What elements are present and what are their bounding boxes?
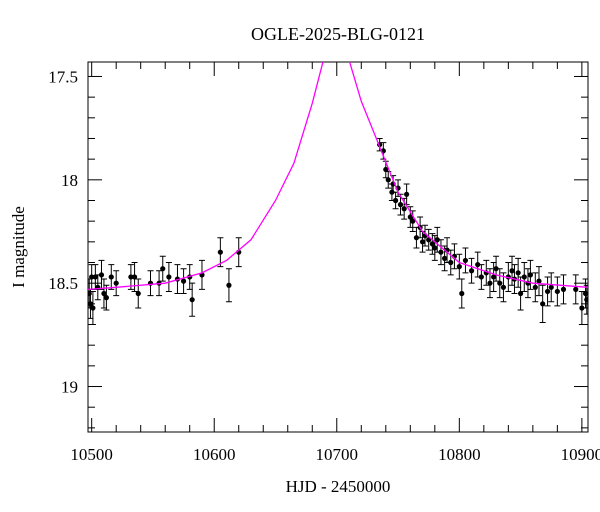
data-point: [419, 239, 426, 245]
y-tick-label: 18: [61, 171, 78, 190]
data-point: [515, 270, 521, 276]
data-point: [527, 272, 534, 278]
x-tick-label: 10600: [193, 445, 236, 464]
plot-frame: [87, 61, 589, 433]
data-point: [92, 274, 98, 280]
data-point: [385, 177, 391, 183]
data-point: [491, 274, 497, 280]
data-point: [517, 290, 524, 297]
data-point: [544, 288, 551, 295]
data-point: [160, 266, 166, 272]
data-point: [108, 274, 114, 280]
data-point: [226, 282, 232, 288]
data-point: [217, 249, 223, 255]
data-point: [397, 202, 404, 208]
data-point: [478, 274, 484, 280]
data-point: [487, 280, 493, 286]
chart-title: OGLE-2025-BLG-0121: [251, 24, 425, 44]
data-point: [128, 274, 134, 280]
data-point: [459, 290, 465, 297]
data-point: [392, 197, 399, 204]
y-tick-label: 17.5: [48, 67, 78, 86]
data-point: [383, 166, 389, 173]
data-point: [407, 214, 413, 220]
data-point: [462, 257, 469, 264]
x-tick-label: 10800: [438, 445, 481, 464]
data-point: [98, 272, 105, 278]
data-point: [582, 290, 588, 297]
model-curve: [88, 62, 588, 291]
data-point: [401, 206, 407, 212]
data-point: [438, 249, 444, 255]
data-point: [429, 241, 435, 247]
data-point: [113, 280, 119, 286]
data-point: [548, 284, 554, 290]
data-point: [497, 280, 503, 286]
data-point: [532, 284, 538, 290]
y-axis-label: I magnitude: [9, 206, 28, 288]
x-tick-label: 10700: [316, 445, 359, 464]
data-point: [536, 278, 542, 284]
data-point: [90, 305, 96, 311]
data-point: [432, 245, 438, 251]
data-point: [554, 288, 560, 295]
data-point: [410, 218, 416, 224]
data-point: [413, 235, 420, 241]
x-axis-label: HJD - 2450000: [286, 477, 391, 496]
data-point: [404, 191, 410, 197]
data-point: [135, 290, 141, 297]
data-point: [475, 261, 481, 268]
data-point: [89, 274, 95, 280]
x-tick-label: 10500: [70, 445, 113, 464]
data-point: [448, 259, 454, 266]
data-point: [101, 290, 107, 297]
data-point: [456, 264, 462, 270]
data-point: [166, 274, 172, 280]
plot-area: [88, 62, 588, 326]
data-point: [560, 286, 567, 292]
y-tick-label: 18.5: [48, 274, 78, 293]
data-point: [131, 274, 138, 280]
data-point: [540, 301, 546, 307]
data-point: [434, 237, 440, 243]
data-point: [468, 268, 475, 274]
x-tick-label: 10900: [561, 445, 600, 464]
data-point: [103, 295, 109, 301]
data-point: [500, 284, 507, 290]
data-point: [493, 266, 499, 272]
data-point: [584, 297, 588, 303]
data-point: [573, 286, 579, 292]
data-point: [521, 274, 527, 280]
data-point: [189, 297, 195, 303]
data-point: [442, 255, 448, 261]
data-point: [509, 268, 515, 274]
y-tick-label: 19: [61, 378, 78, 397]
data-point: [579, 305, 585, 311]
data-point: [180, 278, 187, 284]
